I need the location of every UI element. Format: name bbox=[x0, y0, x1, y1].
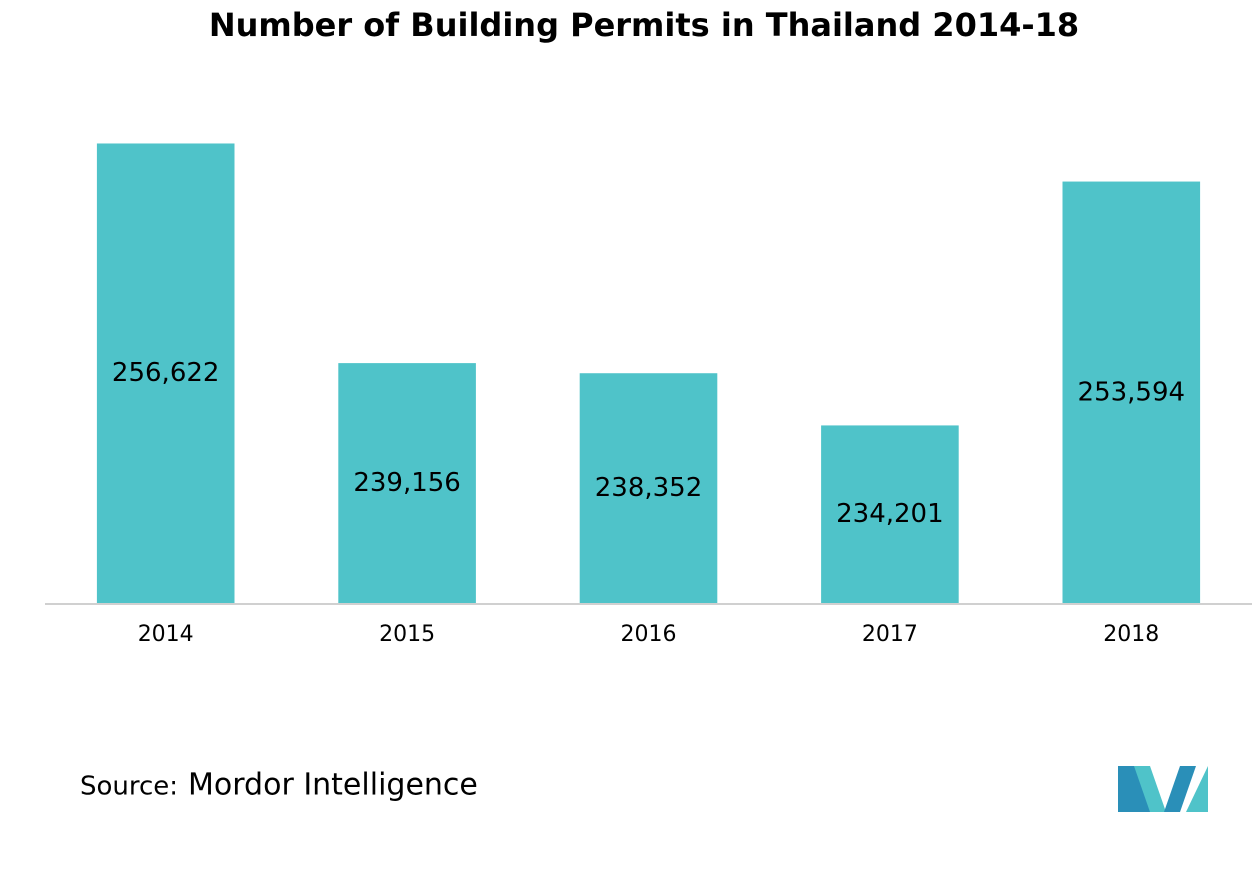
x-tick-label: 2018 bbox=[1103, 622, 1159, 647]
bar bbox=[579, 373, 718, 604]
bar bbox=[1062, 181, 1201, 604]
value-label: 239,156 bbox=[353, 468, 461, 498]
bar bbox=[338, 363, 476, 604]
x-tick-label: 2014 bbox=[138, 622, 194, 647]
x-tick-label: 2016 bbox=[621, 622, 677, 647]
value-label: 234,201 bbox=[836, 499, 944, 529]
value-label: 238,352 bbox=[595, 473, 703, 503]
chart-title: Number of Building Permits in Thailand 2… bbox=[209, 6, 1079, 44]
value-label: 253,594 bbox=[1078, 377, 1186, 407]
source-label: Source: bbox=[80, 772, 178, 802]
source: Mordor Intelligence bbox=[188, 768, 478, 803]
logo bbox=[1118, 766, 1208, 812]
x-tick-label: 2015 bbox=[379, 622, 435, 647]
x-tick-label: 2017 bbox=[862, 622, 918, 647]
bar bbox=[821, 425, 959, 604]
value-label: 256,622 bbox=[112, 358, 220, 388]
bar bbox=[96, 143, 235, 605]
